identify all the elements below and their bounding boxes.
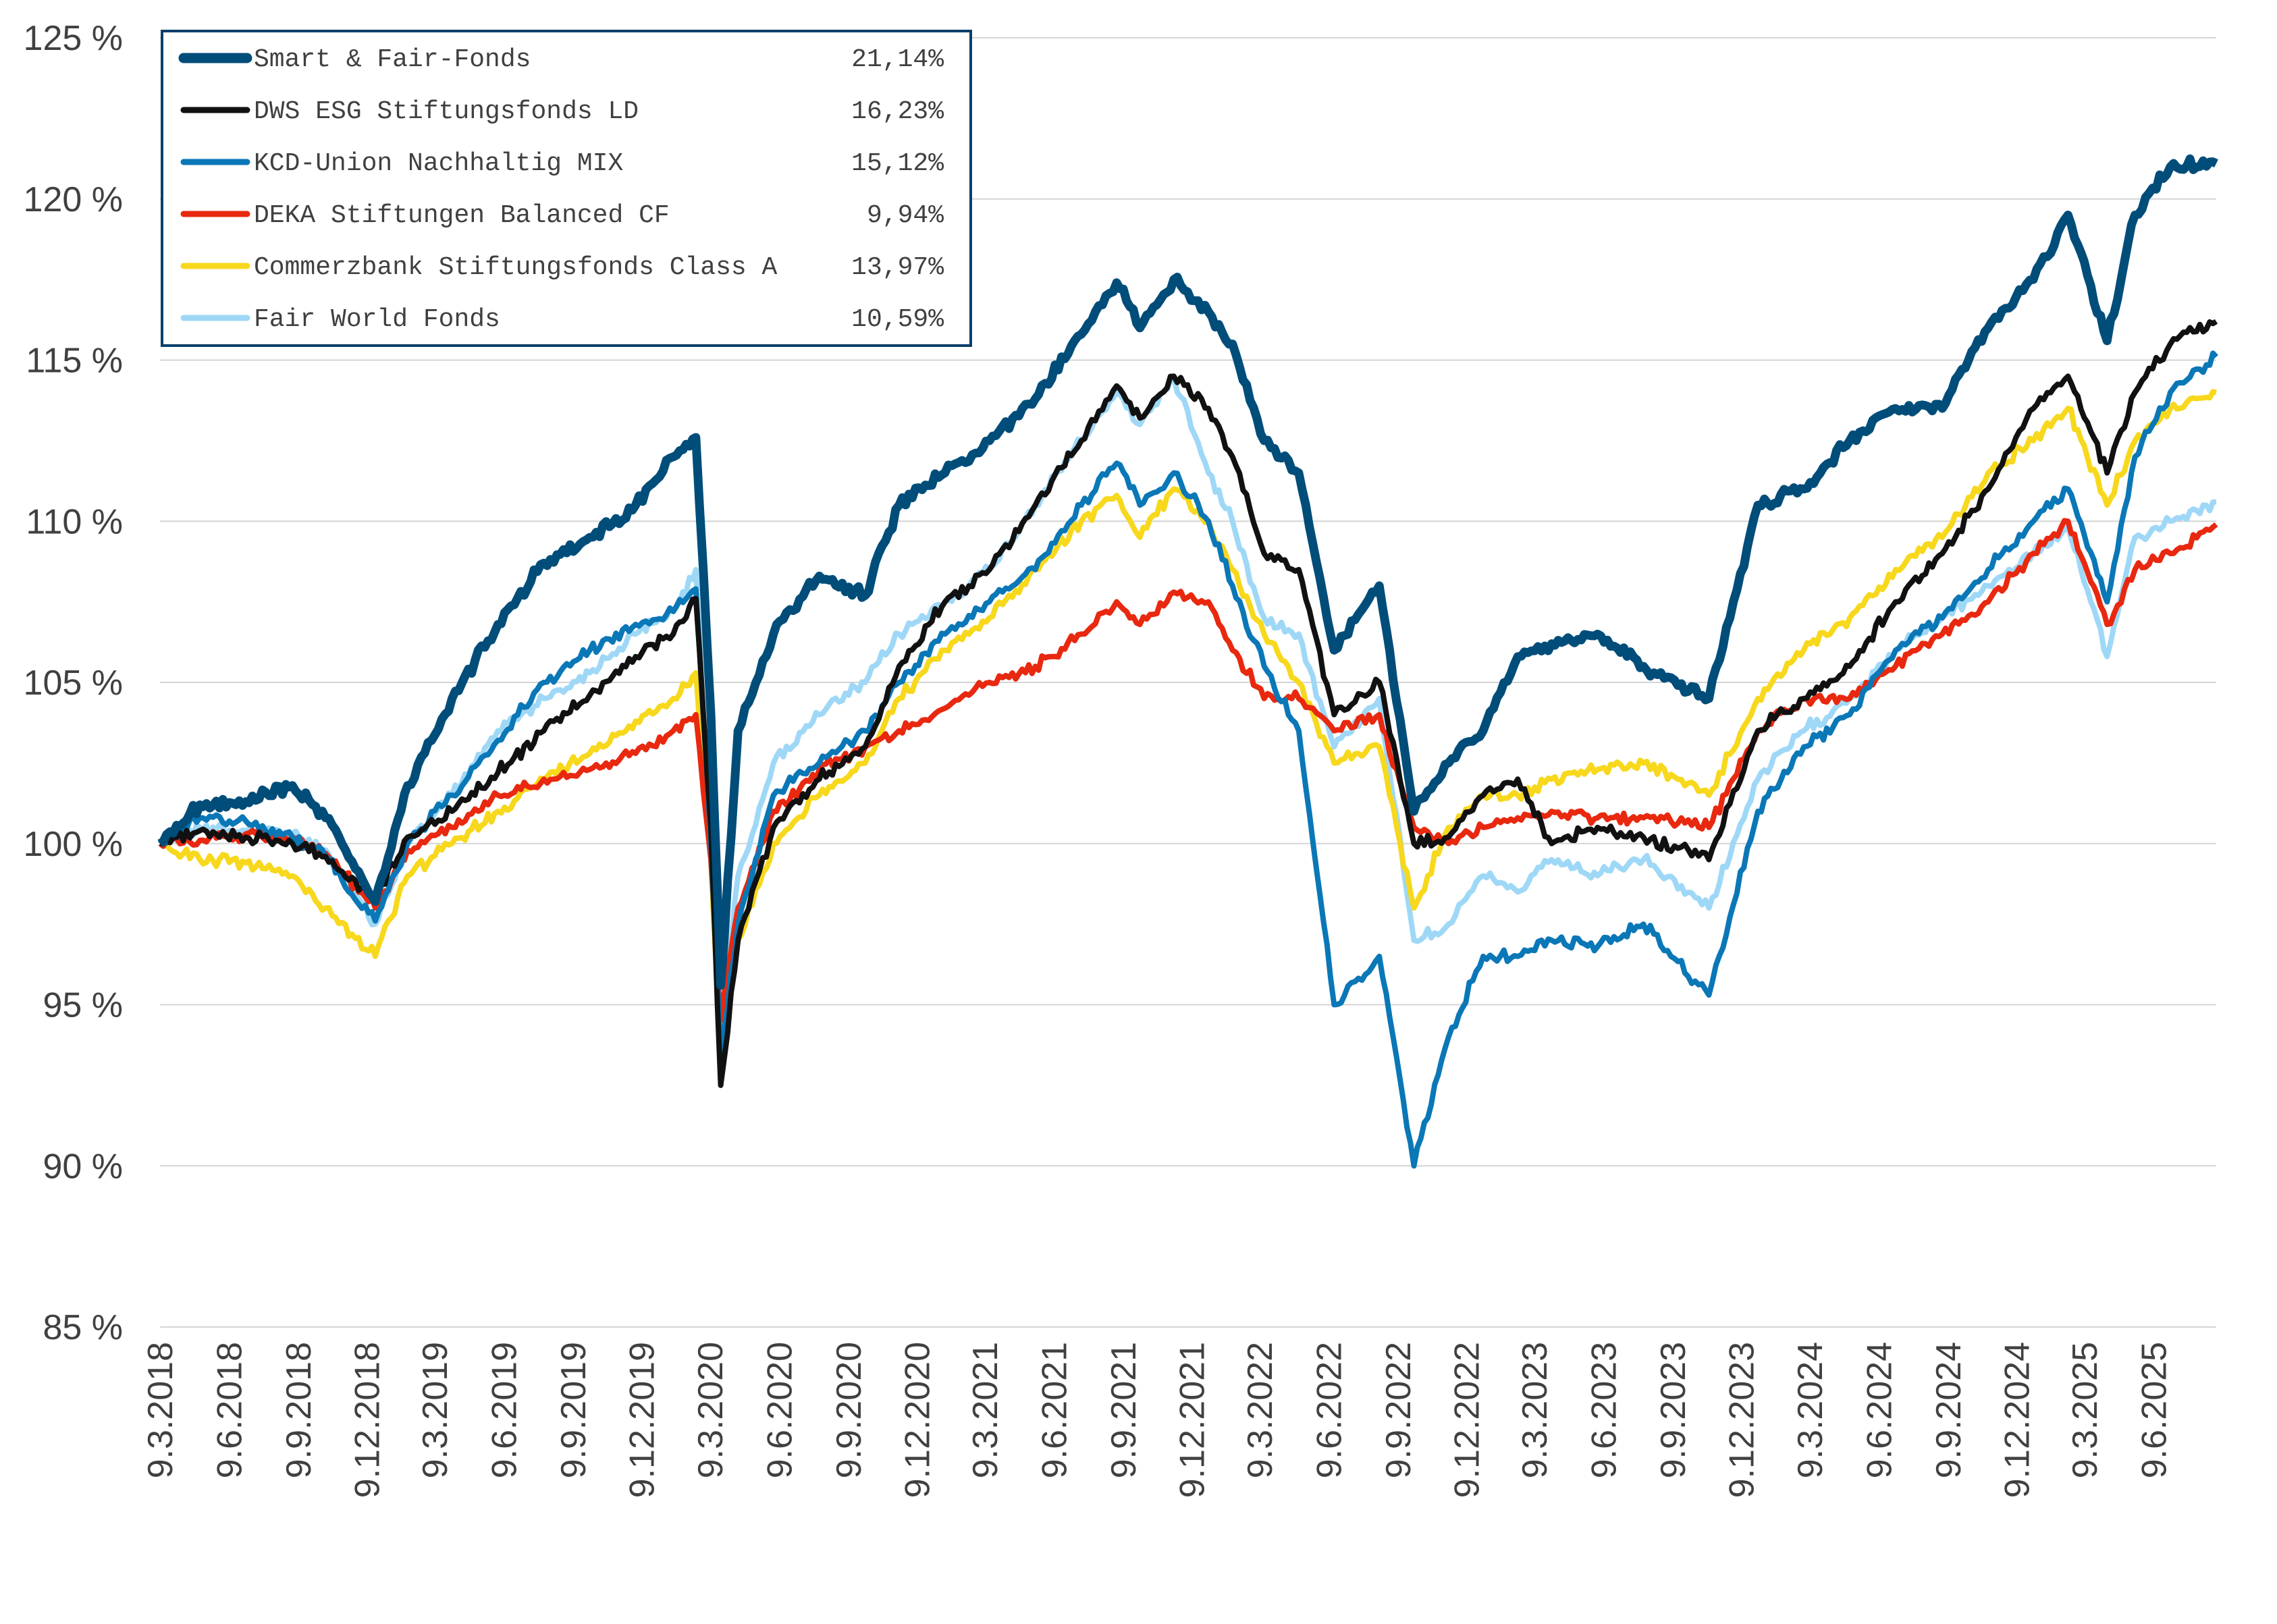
y-tick-label: 105 % bbox=[24, 664, 123, 703]
x-tick-label: 9.9.2018 bbox=[279, 1342, 319, 1478]
x-tick-label: 9.9.2019 bbox=[554, 1342, 593, 1478]
y-tick-label: 90 % bbox=[43, 1147, 123, 1186]
legend-label: Smart & Fair-Fonds bbox=[254, 45, 531, 74]
y-tick-label: 95 % bbox=[43, 986, 123, 1025]
x-tick-label: 9.6.2022 bbox=[1310, 1342, 1349, 1478]
x-tick-label: 9.6.2024 bbox=[1860, 1342, 1900, 1478]
series-line-5 bbox=[159, 373, 2217, 1040]
legend-return: 10,59% bbox=[851, 305, 944, 334]
legend-label: KCD-Union Nachhaltig MIX bbox=[254, 149, 623, 178]
legend-label: Commerzbank Stiftungsfonds Class A bbox=[254, 253, 778, 282]
x-tick-label: 9.6.2025 bbox=[2135, 1342, 2174, 1478]
x-tick-label: 9.6.2023 bbox=[1584, 1342, 1624, 1478]
legend-return: 9,94% bbox=[867, 201, 944, 230]
x-tick-label: 9.3.2018 bbox=[141, 1342, 180, 1478]
legend-return: 13,97% bbox=[851, 253, 944, 282]
legend-return: 16,23% bbox=[851, 97, 944, 126]
x-tick-label: 9.12.2018 bbox=[348, 1342, 387, 1498]
x-tick-label: 9.9.2020 bbox=[830, 1342, 869, 1478]
x-tick-label: 9.3.2023 bbox=[1516, 1342, 1555, 1478]
x-tick-label: 9.12.2024 bbox=[1998, 1342, 2037, 1498]
y-tick-label: 125 % bbox=[24, 19, 123, 58]
y-tick-label: 100 % bbox=[24, 825, 123, 864]
series-lines bbox=[157, 154, 2218, 1169]
x-tick-label: 9.12.2022 bbox=[1448, 1342, 1487, 1498]
x-tick-label: 9.6.2021 bbox=[1036, 1342, 1075, 1478]
series-line-2 bbox=[157, 350, 2218, 1169]
x-tick-label: 9.3.2022 bbox=[1241, 1342, 1280, 1478]
y-tick-label: 85 % bbox=[43, 1308, 123, 1347]
y-tick-label: 115 % bbox=[26, 342, 123, 381]
y-tick-label: 110 % bbox=[26, 502, 123, 541]
x-tick-label: 9.12.2019 bbox=[623, 1342, 662, 1498]
legend-label: DEKA Stiftungen Balanced CF bbox=[254, 201, 670, 230]
series-line-4 bbox=[158, 389, 2217, 1056]
x-tick-label: 9.6.2020 bbox=[761, 1342, 800, 1478]
x-tick-label: 9.3.2021 bbox=[966, 1342, 1005, 1478]
series-line-1 bbox=[159, 319, 2218, 1088]
x-tick-label: 9.9.2021 bbox=[1104, 1342, 1144, 1478]
x-tick-label: 9.6.2018 bbox=[211, 1342, 250, 1478]
x-tick-label: 9.3.2019 bbox=[416, 1342, 455, 1478]
legend-box bbox=[161, 30, 972, 347]
legend-label: Fair World Fonds bbox=[254, 305, 500, 334]
legend-return: 15,12% bbox=[851, 149, 944, 178]
y-tick-label: 120 % bbox=[24, 180, 123, 219]
x-tick-label: 9.12.2021 bbox=[1173, 1342, 1212, 1498]
x-tick-label: 9.9.2024 bbox=[1929, 1342, 1968, 1478]
legend: Smart & Fair-Fonds 21,14% DWS ESG Stiftung… bbox=[161, 30, 972, 347]
x-tick-label: 9.3.2025 bbox=[2066, 1342, 2105, 1478]
x-tick-label: 9.9.2022 bbox=[1379, 1342, 1418, 1478]
x-tick-label: 9.9.2023 bbox=[1654, 1342, 1693, 1478]
gridlines bbox=[160, 37, 2216, 1328]
legend-return: 21,14% bbox=[851, 45, 944, 74]
x-tick-label: 9.3.2024 bbox=[1791, 1342, 1830, 1478]
x-tick-label: 9.3.2020 bbox=[691, 1342, 730, 1478]
x-tick-label: 9.12.2023 bbox=[1722, 1342, 1761, 1498]
x-axis-tick-labels: 9.3.2018 9.6.2018 9.9.2018 9.12.2018 9.3.201… bbox=[141, 1342, 2174, 1498]
x-tick-label: 9.12.2020 bbox=[899, 1342, 938, 1498]
legend-label: DWS ESG Stiftungsfonds LD bbox=[254, 97, 639, 126]
y-axis-tick-labels: 85 % 90 % 95 % 100 % 105 % 110 % 115 % 120 % 125… bbox=[24, 19, 123, 1347]
series-line-0 bbox=[157, 154, 2218, 990]
x-tick-label: 9.6.2019 bbox=[485, 1342, 525, 1478]
